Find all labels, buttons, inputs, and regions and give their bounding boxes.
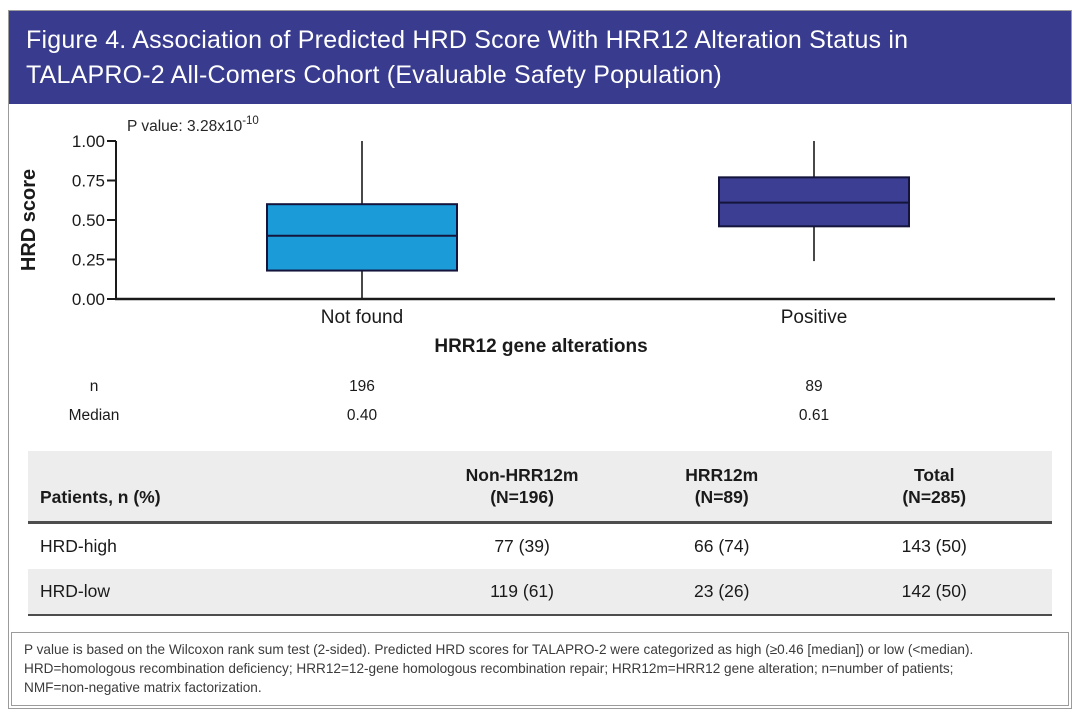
cell-value: 142 (50) <box>816 569 1052 616</box>
p-value-exponent: -10 <box>242 115 259 127</box>
category-label-positive: Positive <box>781 307 848 328</box>
table-row-hrd-high: HRD-high 77 (39) 66 (74) 143 (50) <box>28 523 1052 570</box>
row-label: HRD-high <box>40 536 117 556</box>
footnote-line: P value is based on the Wilcoxon rank su… <box>24 642 974 657</box>
col-header-line: (N=196) <box>490 487 554 507</box>
col-header-line: Total <box>913 465 955 485</box>
col-header-line: HRR12m <box>685 465 759 485</box>
x-axis-title: HRR12 gene alterations <box>434 336 647 357</box>
n-value-positive: 89 <box>805 378 822 395</box>
col-header-patients: Patients, n (%) <box>28 451 418 524</box>
boxplot-chart: P value: 3.28x10-10 HRD score 0.00 0.25 … <box>18 115 1055 424</box>
median-value-not-found: 0.40 <box>347 407 378 424</box>
cell-value: 66 (74) <box>694 536 750 556</box>
col-header-line: (N=285) <box>902 487 967 507</box>
row-label: HRD-low <box>28 569 418 616</box>
table-header-row: Patients, n (%) Non-HRR12m (N=196) HRR12… <box>28 451 1052 524</box>
y-tick-label: 0.50 <box>72 211 105 230</box>
col-header-non-hrr12m: Non-HRR12m (N=196) <box>417 451 628 524</box>
y-tick-label: 0.25 <box>72 251 105 270</box>
p-value-annotation: P value: 3.28x10-10 <box>127 115 259 135</box>
col-header-line: (N=89) <box>694 487 749 507</box>
cell-value: 77 (39) <box>494 536 550 556</box>
figure-header: Figure 4. Association of Predicted HRD S… <box>9 11 1071 104</box>
table-row-hrd-low: HRD-low 119 (61) 23 (26) 142 (50) <box>28 569 1052 616</box>
summary-table-wrap: Patients, n (%) Non-HRR12m (N=196) HRR12… <box>28 451 1052 616</box>
figure-title-line2: TALAPRO-2 All-Comers Cohort (Evaluable S… <box>26 61 722 89</box>
figure-footnote: P value is based on the Wilcoxon rank su… <box>11 632 1069 706</box>
col-header-hrr12m: HRR12m (N=89) <box>627 451 817 524</box>
summary-table: Patients, n (%) Non-HRR12m (N=196) HRR12… <box>28 451 1052 616</box>
n-value-not-found: 196 <box>349 378 375 395</box>
figure-card: Figure 4. Association of Predicted HRD S… <box>8 10 1072 709</box>
plot-geometry <box>107 140 1055 301</box>
category-label-not-found: Not found <box>321 307 403 328</box>
cell-value: 119 (61) <box>417 569 628 616</box>
cell-value: 23 (26) <box>627 569 817 616</box>
median-value-positive: 0.61 <box>799 407 829 424</box>
y-axis-label: HRD score <box>18 169 40 271</box>
y-tick-label: 0.00 <box>72 290 105 309</box>
median-row-label: Median <box>69 407 120 424</box>
y-tick-label: 0.75 <box>72 172 105 191</box>
cell-value: 143 (50) <box>901 536 967 556</box>
box-not-found <box>266 203 458 272</box>
col-header-line: Non-HRR12m <box>465 465 579 485</box>
figure-title-line1: Figure 4. Association of Predicted HRD S… <box>26 26 909 54</box>
n-row-label: n <box>90 378 99 395</box>
y-tick-label: 1.00 <box>72 132 105 151</box>
col-header-total: Total (N=285) <box>816 451 1052 524</box>
p-value-base: P value: 3.28x10 <box>127 118 243 135</box>
footnote-line: HRD=homologous recombination deficiency;… <box>24 661 954 676</box>
footnote-line: NMF=non-negative matrix factorization. <box>24 680 262 695</box>
